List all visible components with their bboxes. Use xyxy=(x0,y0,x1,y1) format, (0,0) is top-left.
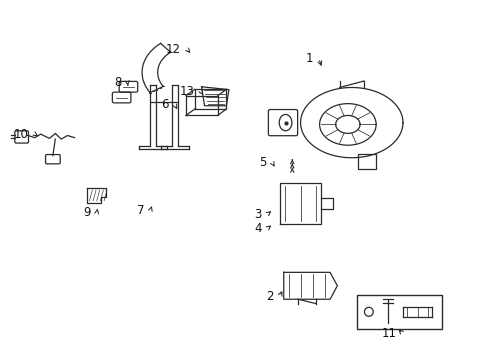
Text: 8: 8 xyxy=(114,76,122,89)
Bar xyxy=(357,154,376,168)
Text: 11: 11 xyxy=(381,327,396,340)
Text: 3: 3 xyxy=(254,208,261,221)
Text: 13: 13 xyxy=(180,85,194,98)
Text: 2: 2 xyxy=(265,290,273,303)
Text: 7: 7 xyxy=(137,204,144,217)
Text: 9: 9 xyxy=(83,207,91,220)
Text: 6: 6 xyxy=(161,98,168,111)
Text: 12: 12 xyxy=(166,42,181,55)
Text: 1: 1 xyxy=(305,51,312,64)
Text: 10: 10 xyxy=(14,127,29,141)
Bar xyxy=(356,295,441,329)
Text: 4: 4 xyxy=(254,222,261,235)
Text: 5: 5 xyxy=(259,156,266,169)
